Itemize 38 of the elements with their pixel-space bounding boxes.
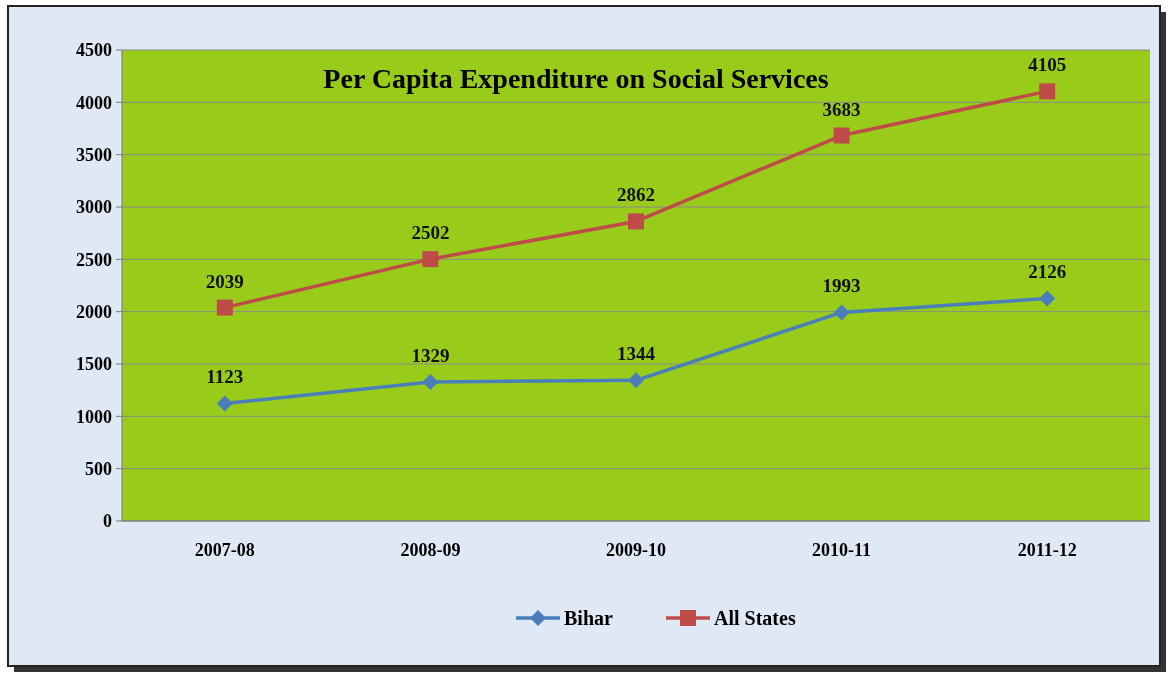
- legend-label: All States: [714, 607, 796, 629]
- x-tick-label: 2010-11: [812, 540, 872, 560]
- point: [1039, 290, 1056, 307]
- point: [628, 213, 644, 230]
- data-label: 4105: [1028, 54, 1067, 76]
- data-label: 2502: [411, 222, 450, 244]
- point: [1039, 83, 1056, 100]
- y-tick-label: 4500: [76, 40, 112, 61]
- x-tick-label: 2011-12: [1017, 540, 1077, 560]
- x-tick-label: 2009-10: [606, 540, 666, 560]
- data-label: 3683: [822, 98, 861, 120]
- x-tick-label: 2008-09: [400, 540, 461, 560]
- point: [422, 373, 439, 390]
- data-label: 1344: [617, 343, 656, 365]
- point: [216, 299, 233, 316]
- point: [628, 372, 644, 389]
- y-tick-label: 2000: [76, 301, 112, 322]
- point: [833, 127, 850, 144]
- text: Per Capita Expenditure on Social Services: [323, 63, 829, 94]
- y-tick-label: 500: [85, 458, 112, 479]
- y-tick-label: 1500: [76, 354, 112, 375]
- y-tick-label: 2500: [76, 249, 112, 270]
- y-tick-label: 0: [103, 511, 112, 532]
- y-tick-label: 4000: [76, 92, 112, 113]
- y-tick-label: 1000: [76, 406, 112, 427]
- y-tick-label: 3000: [76, 197, 112, 218]
- data-label: 2862: [617, 184, 655, 206]
- data-label: 2126: [1028, 261, 1067, 283]
- data-label: 2039: [205, 270, 244, 292]
- point: [833, 304, 850, 321]
- data-label: 1329: [411, 344, 450, 366]
- y-tick-label: 3500: [76, 144, 112, 165]
- x-tick-label: 2007-08: [194, 540, 255, 560]
- point: [422, 251, 439, 268]
- point: [216, 395, 233, 412]
- legend-label: Bihar: [564, 607, 614, 629]
- data-label: 1123: [206, 366, 244, 388]
- data-label: 1993: [822, 275, 861, 297]
